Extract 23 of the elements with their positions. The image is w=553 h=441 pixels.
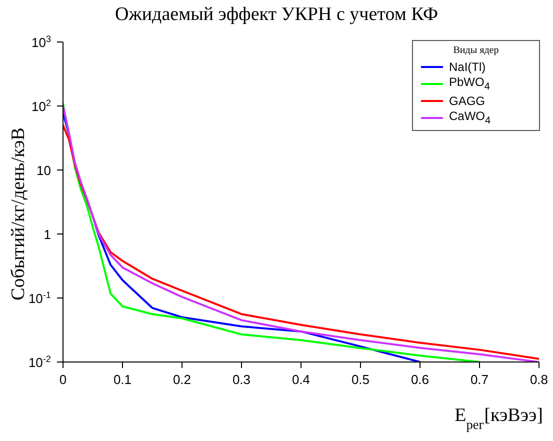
y-tick-label: 10$^{-1}$ [28, 290, 51, 306]
legend-label: GAGG [449, 94, 486, 108]
legend-label: PbWO$_{4}$ [449, 74, 490, 92]
legend-label: NaI(Tl) [449, 60, 486, 74]
y-tick-label: 10$^{2}$ [31, 98, 51, 114]
x-tick-label: 0.5 [351, 372, 370, 387]
x-tick-label: 0.8 [530, 372, 548, 387]
x-tick-label: 0.7 [470, 372, 489, 387]
legend-title: Виды ядер [453, 45, 499, 56]
y-tick-label: 1 [44, 227, 51, 242]
x-tick-label: 0.2 [172, 372, 192, 387]
x-tick-label: 0 [59, 372, 67, 387]
x-axis-title: E$_{рег}$[кэВээ] [454, 405, 543, 432]
y-tick-label: 10$^{-2}$ [28, 354, 51, 370]
chart-title: Ожидаемый эффект УКРН с учетом КФ [115, 4, 438, 25]
x-tick-label: 0.1 [113, 372, 132, 387]
x-tick-label: 0.3 [232, 372, 251, 387]
legend-label: CaWO$_{4}$ [449, 108, 491, 126]
y-tick-label: 10 [36, 163, 51, 178]
x-tick-label: 0.4 [292, 372, 310, 387]
y-tick-label: 10$^{3}$ [31, 34, 51, 50]
x-tick-label: 0.6 [410, 372, 430, 387]
y-axis-title: Событий/кг/день/кэВ [8, 128, 29, 300]
